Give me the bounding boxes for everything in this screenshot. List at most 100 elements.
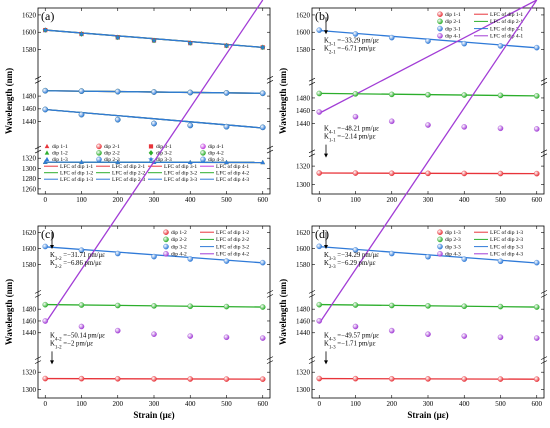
axis-break-mark <box>540 153 548 158</box>
legend-label: LFC of dip 4-2 <box>216 251 249 258</box>
data-point <box>461 376 468 382</box>
legend-marker <box>44 143 50 149</box>
legend-label: dip 2-2 <box>104 151 120 157</box>
panel-label: (a) <box>41 9 54 23</box>
chart-panel-3: 0 100 200 300 400 500 600 1300 1320 1440 1460 1480 1… <box>278 0 548 420</box>
legend-label: dip 4-2 <box>171 252 187 258</box>
legend-marker <box>44 150 50 155</box>
data-point <box>461 170 468 177</box>
data-point <box>316 301 323 308</box>
data-point <box>533 259 540 266</box>
data-point <box>461 303 468 310</box>
data-point <box>352 302 359 308</box>
slope-annotation: K4-2 =−50.14 pm/με <box>50 332 105 342</box>
y-tick-label: 1320 <box>296 163 311 171</box>
data-point <box>497 170 504 177</box>
data-point <box>352 323 359 330</box>
legend-label: LFC of dip 1-1 <box>490 11 523 18</box>
legend-label: LFC of dip 3-3 <box>490 243 523 250</box>
x-tick-label: 400 <box>185 196 196 204</box>
legend-label: LFC of dip 1-3 <box>60 176 93 183</box>
data-point <box>114 116 121 123</box>
y-tick-label: 1440 <box>296 329 311 337</box>
data-point <box>151 120 157 127</box>
axis-break-mark <box>266 145 274 150</box>
legend-label: LFC of dip 2-3 <box>112 176 145 183</box>
legend-marker <box>96 143 102 150</box>
legend-marker <box>437 229 443 235</box>
x-tick-label: 400 <box>185 400 196 408</box>
data-point <box>352 170 359 176</box>
legend-label: dip 2-2 <box>171 237 187 243</box>
data-point <box>533 170 540 177</box>
data-point <box>352 113 359 120</box>
legend-label: LFC of dip 2-2 <box>216 236 249 243</box>
slope-annotation: K1-3 =−1.71 pm/με <box>324 340 376 350</box>
x-tick-label: 0 <box>318 196 322 204</box>
data-point <box>497 92 504 99</box>
data-point <box>114 88 121 95</box>
y-tick-label: 1320 <box>22 369 37 377</box>
legend-label: LFC of dip 3-2 <box>164 170 197 177</box>
y-tick-label: 1580 <box>296 261 311 269</box>
data-point <box>352 31 359 37</box>
data-point <box>388 302 395 309</box>
axis-break-mark <box>540 360 548 364</box>
data-point <box>259 124 266 131</box>
data-point <box>187 376 194 382</box>
slope-annotation: K2-2 =−6.86 pm/με <box>50 260 102 270</box>
data-point <box>223 258 230 264</box>
data-point <box>151 376 157 382</box>
y-tick-label: 1480 <box>296 306 311 314</box>
y-tick-label: 1620 <box>296 11 311 19</box>
data-point <box>224 159 229 165</box>
axis-break-mark <box>540 294 548 298</box>
data-point <box>388 91 395 98</box>
data-point <box>114 302 121 309</box>
y-tick-label: 1440 <box>22 329 37 337</box>
legend-marker <box>437 25 443 32</box>
data-point <box>223 42 230 49</box>
data-point <box>78 323 85 330</box>
data-point <box>497 376 504 382</box>
x-tick-label: 100 <box>350 400 361 408</box>
x-tick-label: 300 <box>149 196 160 204</box>
axis-break-mark <box>34 149 42 154</box>
data-point <box>388 118 395 125</box>
legend-label: dip 2-1 <box>104 144 120 150</box>
data-point <box>42 243 49 250</box>
data-point <box>461 333 468 339</box>
legend-label: LFC of dip 4-2 <box>216 170 249 177</box>
axis-break-mark <box>308 294 316 298</box>
panel-label: (b) <box>315 9 329 23</box>
y-tick-label: 1600 <box>296 245 311 253</box>
axis-break-mark <box>34 80 42 84</box>
slope-annotation: K1-2 =−2 pm/με <box>50 340 93 350</box>
data-point <box>388 376 395 382</box>
slope-annotation: K1-1 =−2.14 pm/με <box>324 134 376 144</box>
data-point <box>316 318 323 324</box>
axis-break-mark <box>308 153 316 158</box>
x-tick-label: 400 <box>459 196 470 204</box>
legend-label: dip 3-2 <box>156 151 172 157</box>
y-tick-label: 1620 <box>296 229 311 237</box>
y-tick-label: 1480 <box>296 94 311 102</box>
legend-label: dip 1-2 <box>171 230 187 236</box>
legend-label: dip 4-3 <box>445 252 461 258</box>
axis-break-mark <box>266 294 274 298</box>
y-tick-label: 1580 <box>296 46 311 54</box>
slope-annotation: K3-3 =−34.29 pm/με <box>324 252 379 262</box>
legend-label: dip 4-2 <box>208 151 224 157</box>
data-point <box>316 375 323 382</box>
legend-label: dip 3-3 <box>445 244 461 250</box>
legend-label: dip 1-1 <box>52 144 68 150</box>
slope-annotation: K4-3 =−49.57 pm/με <box>324 332 379 342</box>
legend-label: LFC of dip 4-3 <box>490 251 523 258</box>
axis-break-mark <box>540 290 548 294</box>
data-point <box>187 159 193 165</box>
legend-label: dip 3-2 <box>171 244 187 250</box>
y-axis-title: Wavelength (nm) <box>278 279 288 345</box>
y-tick-label: 1620 <box>22 229 37 237</box>
data-point <box>42 375 49 382</box>
x-axis-title: Strain (με) <box>407 410 448 420</box>
